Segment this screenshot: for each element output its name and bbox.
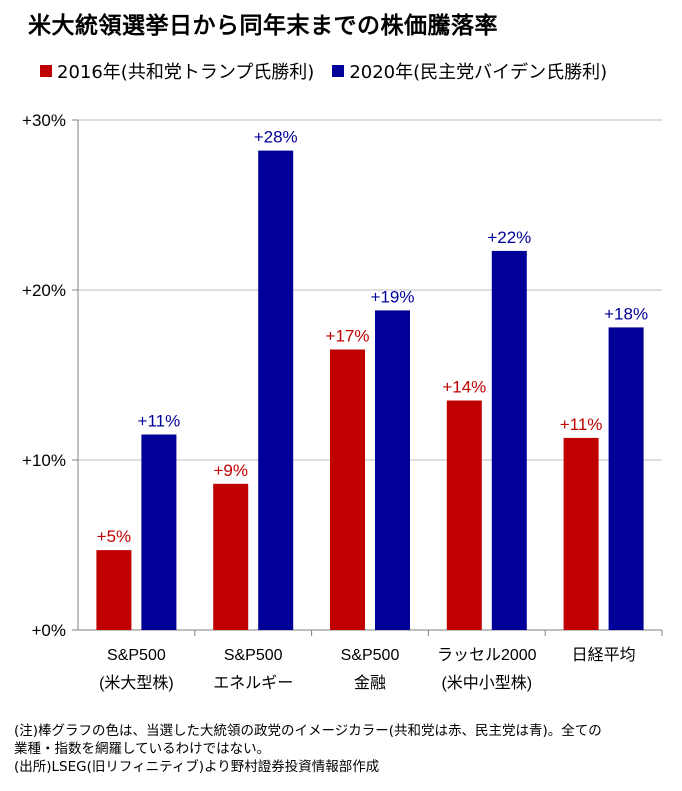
footnote-line-2: 業種・指数を網羅しているわけではない。 — [14, 741, 271, 757]
bar — [446, 400, 482, 630]
bar — [258, 150, 294, 630]
category-label: ラッセル2000 — [437, 647, 537, 664]
data-label: +14% — [442, 378, 486, 397]
legend-label-2016: 2016年(共和党トランプ氏勝利) — [57, 62, 315, 83]
legend: 2016年(共和党トランプ氏勝利) 2020年(民主党バイデン氏勝利) — [40, 58, 607, 84]
legend-item-2016: 2016年(共和党トランプ氏勝利) — [40, 58, 314, 84]
bar — [608, 327, 644, 630]
bar — [563, 437, 599, 630]
category-label: (米中小型株) — [441, 674, 532, 692]
y-tick-label: +20% — [22, 281, 66, 300]
data-label: +5% — [97, 527, 132, 546]
data-label: +11% — [560, 415, 603, 434]
data-label: +28% — [254, 128, 298, 147]
legend-swatch-2020 — [332, 65, 345, 77]
legend-swatch-2016 — [40, 65, 52, 77]
category-label: 日経平均 — [572, 646, 636, 664]
category-label: エネルギー — [213, 674, 293, 692]
bar — [213, 483, 249, 630]
legend-label-2020: 2020年(民主党バイデン氏勝利) — [349, 62, 608, 83]
category-label: S&P500 — [341, 647, 400, 664]
data-label: +9% — [213, 461, 248, 480]
data-label: +18% — [604, 304, 648, 323]
footnote-line-1: (注)棒グラフの色は、当選した大統領の政党のイメージカラー(共和党は赤、民主党は… — [14, 723, 602, 739]
legend-item-2020: 2020年(民主党バイデン氏勝利) — [332, 58, 607, 84]
chart-title: 米大統領選挙日から同年末までの株価騰落率 — [28, 13, 498, 39]
category-label: 金融 — [354, 674, 386, 692]
y-tick-label: +30% — [22, 111, 66, 130]
y-tick-label: +10% — [22, 451, 66, 470]
bar-chart: +0% +10% +20% +30% +5% +11% S&P500 (米大型株) +9% +28… — [22, 111, 663, 692]
bar — [96, 550, 132, 630]
footnotes: (注)棒グラフの色は、当選した大統領の政党のイメージカラー(共和党は赤、民主党は… — [14, 722, 602, 776]
data-label: +17% — [326, 327, 370, 346]
footnote-line-3: (出所)LSEG(旧リフィニティブ)より野村證券投資情報部作成 — [14, 759, 380, 775]
category-label: (米大型株) — [99, 674, 174, 692]
bar — [491, 250, 527, 630]
bar — [375, 310, 410, 630]
y-tick-label: +0% — [32, 621, 67, 640]
bar — [330, 349, 365, 630]
category-label: S&P500 — [224, 647, 283, 664]
bar — [141, 434, 177, 630]
data-label: +11% — [138, 412, 181, 431]
data-label: +22% — [487, 228, 531, 247]
data-label: +19% — [371, 287, 415, 306]
category-label: S&P500 — [107, 647, 166, 664]
